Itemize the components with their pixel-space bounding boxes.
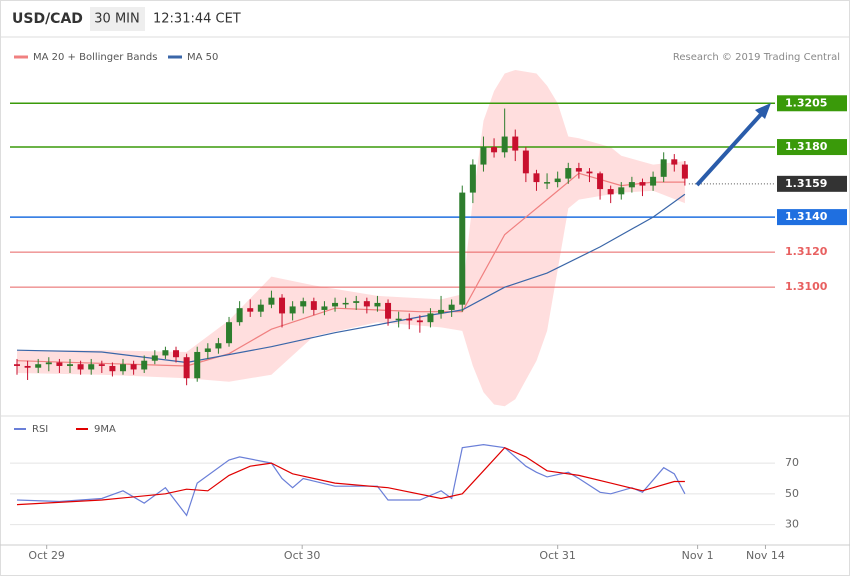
- level-box: [777, 95, 847, 112]
- candle-body: [363, 301, 370, 307]
- candle-body: [395, 318, 402, 321]
- candle-body: [194, 351, 201, 379]
- current-price-label: 1.3159: [785, 177, 827, 190]
- level-label: 1.3180: [785, 140, 828, 153]
- candle-body: [204, 348, 211, 352]
- candle-body: [406, 318, 413, 321]
- series-line: [16, 443, 686, 517]
- x-tick-label: Oct 31: [539, 549, 576, 562]
- legend-label: RSI: [32, 424, 48, 435]
- candle-body: [660, 159, 667, 177]
- candle-body: [215, 343, 222, 349]
- x-tick-label: Nov 1: [682, 549, 714, 562]
- candle-body: [141, 360, 148, 370]
- candle-body: [597, 173, 604, 190]
- candle-body: [480, 147, 487, 165]
- candle-body: [88, 364, 95, 370]
- candle-body: [586, 171, 593, 174]
- legend-label: 9MA: [94, 424, 116, 435]
- candle-body: [512, 136, 519, 151]
- symbol: USD/CAD: [12, 11, 83, 27]
- candle-body: [45, 362, 52, 365]
- interval: 30 MIN: [94, 12, 139, 27]
- level-label: 1.3120: [785, 245, 828, 258]
- candle-body: [183, 357, 190, 379]
- legend-ma50: MA 50: [187, 52, 218, 63]
- candle-body: [671, 159, 678, 165]
- candle-body: [67, 364, 74, 366]
- candle-body: [650, 176, 657, 186]
- y-tick-label: 30: [785, 518, 799, 531]
- candle-body: [438, 309, 445, 314]
- candle-body: [618, 187, 625, 195]
- candle-body: [98, 364, 105, 366]
- legend-ma20: MA 20 + Bollinger Bands: [33, 52, 157, 63]
- candle-body: [289, 306, 296, 314]
- candle-body: [533, 173, 540, 183]
- candle-body: [268, 297, 275, 305]
- candle-body: [544, 182, 551, 184]
- bollinger-band: [17, 70, 685, 407]
- candle-body: [342, 302, 349, 305]
- candle-body: [130, 364, 137, 370]
- candle-body: [77, 364, 84, 370]
- level-box: [777, 139, 847, 156]
- candle-body: [257, 304, 264, 312]
- candle-body: [236, 308, 243, 323]
- candle-body: [332, 302, 339, 307]
- candle-body: [353, 301, 360, 303]
- time: 12:31:44 CET: [153, 12, 241, 27]
- candle-body: [247, 308, 254, 312]
- candle-body: [628, 182, 635, 188]
- candle-body: [24, 365, 31, 368]
- candle-body: [469, 164, 476, 193]
- candle-body: [35, 364, 42, 368]
- candle-body: [13, 364, 20, 366]
- candle-body: [554, 178, 561, 183]
- y-tick-label: 70: [785, 456, 799, 469]
- candle-body: [173, 350, 180, 358]
- current-price-box: [777, 175, 847, 192]
- arrow-head: [755, 103, 771, 119]
- series-line: [16, 446, 685, 506]
- candle-body: [374, 302, 381, 307]
- candle-body: [607, 189, 614, 195]
- candle-body: [151, 355, 158, 361]
- candle-body: [681, 164, 688, 179]
- candle-body: [279, 297, 286, 314]
- candle-body: [491, 147, 498, 153]
- candle-body: [226, 322, 233, 344]
- candle-body: [448, 304, 455, 310]
- candle-body: [162, 350, 169, 356]
- forecast-arrow: [695, 109, 766, 187]
- x-tick-label: Oct 30: [284, 549, 321, 562]
- candle-body: [459, 192, 466, 305]
- candle-body: [300, 301, 307, 307]
- candle-body: [501, 136, 508, 153]
- candle-body: [639, 182, 646, 186]
- level-label: 1.3140: [785, 210, 828, 223]
- x-tick-label: Nov 14: [746, 549, 785, 562]
- candle-body: [522, 150, 529, 174]
- candle-body: [120, 364, 127, 372]
- candle-body: [310, 301, 317, 310]
- y-tick-label: 50: [785, 487, 799, 500]
- credit: Research © 2019 Trading Central: [673, 52, 840, 63]
- x-tick-label: Oct 29: [28, 549, 65, 562]
- level-label: 1.3100: [785, 280, 828, 293]
- candle-body: [56, 362, 63, 366]
- level-label: 1.3205: [785, 96, 827, 109]
- level-box: [777, 209, 847, 226]
- candle-body: [109, 365, 116, 372]
- candle-body: [575, 168, 582, 172]
- candle-body: [321, 306, 328, 310]
- candle-body: [427, 313, 434, 323]
- interval-box: [90, 7, 145, 31]
- candle-body: [385, 302, 392, 319]
- candle-body: [565, 168, 572, 179]
- candle-body: [416, 320, 423, 323]
